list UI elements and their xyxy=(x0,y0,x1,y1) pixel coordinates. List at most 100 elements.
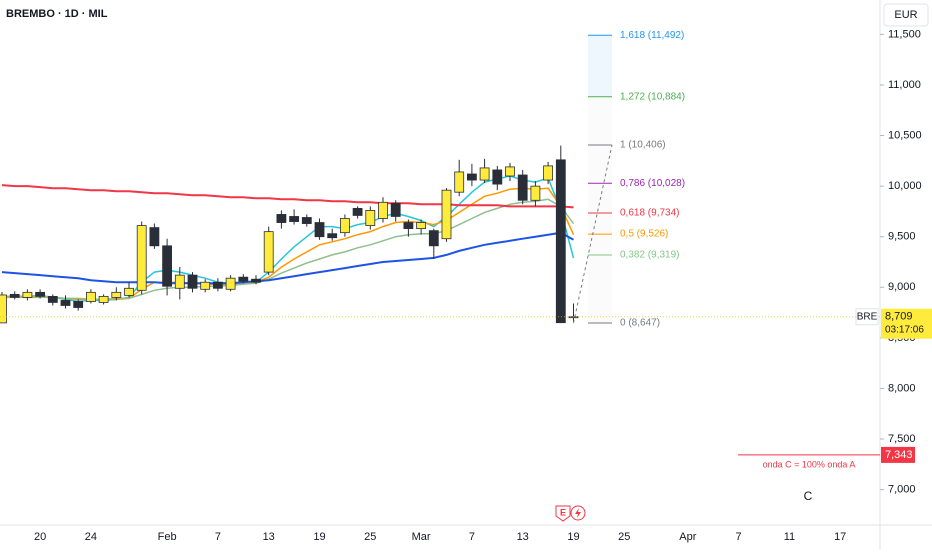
candle-body xyxy=(301,217,312,224)
x-tick-label: Feb xyxy=(158,531,177,543)
symbol-tag: BRE xyxy=(857,311,878,322)
y-tick-label: 8,000 xyxy=(888,382,916,394)
lightning-icon xyxy=(575,508,581,518)
candle-body xyxy=(505,166,515,177)
candle-body xyxy=(479,167,490,181)
y-tick-label: 9,500 xyxy=(888,231,916,243)
earnings-marker[interactable]: E xyxy=(560,507,566,517)
target-tag xyxy=(881,446,915,463)
candle-body xyxy=(339,218,350,234)
candle-body xyxy=(378,201,388,219)
candle-body xyxy=(124,287,134,296)
x-tick-label: 7 xyxy=(215,531,221,543)
candle-body xyxy=(60,300,71,306)
candle-body xyxy=(403,222,414,230)
candle-body xyxy=(530,185,541,201)
fib-zone xyxy=(588,97,612,323)
candle-body xyxy=(454,171,465,193)
x-tick-label: 13 xyxy=(263,531,275,543)
candle-body xyxy=(517,174,528,201)
currency[interactable]: EUR xyxy=(894,9,917,21)
y-tick-label: 11,000 xyxy=(888,79,921,91)
candle-body xyxy=(251,278,261,283)
candle-body xyxy=(111,291,122,298)
fib-label: 0,618 (9,734) xyxy=(620,208,680,219)
fib-label: 1,618 (11,492) xyxy=(620,30,684,41)
candle-body xyxy=(9,293,20,298)
candle-body xyxy=(0,294,7,324)
candle-body xyxy=(492,169,503,185)
candle-body xyxy=(263,231,274,273)
y-tick-label: 10,500 xyxy=(888,129,922,141)
x-tick-label: 11 xyxy=(784,531,795,543)
moving-average xyxy=(2,198,575,301)
event-markers: E xyxy=(555,505,586,522)
candle-body xyxy=(212,281,223,289)
wave-label: C xyxy=(804,489,813,503)
candle-body xyxy=(98,295,109,303)
candle-body xyxy=(22,291,33,298)
fib-label: 0,5 (9,526) xyxy=(620,229,668,240)
earnings-icon[interactable] xyxy=(555,505,571,522)
candle-body xyxy=(428,230,439,247)
candle-body xyxy=(136,225,147,291)
moving-average xyxy=(1,231,574,285)
x-tick-label: 7 xyxy=(736,531,742,543)
x-tick-label: 20 xyxy=(34,531,46,543)
candle-body xyxy=(200,281,211,290)
x-tick-label: 25 xyxy=(618,531,630,543)
candle-body xyxy=(225,277,236,290)
countdown: 03:17:06 xyxy=(885,324,924,335)
x-tick-label: 19 xyxy=(567,531,579,543)
x-tick-label: 17 xyxy=(834,531,846,543)
candle-body xyxy=(352,207,363,216)
candle-body xyxy=(162,245,173,287)
candle-body xyxy=(327,233,338,239)
candle-body xyxy=(466,173,477,181)
candle-body xyxy=(73,301,84,308)
candle-body xyxy=(314,222,325,238)
target-label: 7,343 xyxy=(885,449,913,461)
moving-average xyxy=(1,184,574,209)
y-tick-label: 10,000 xyxy=(888,180,922,192)
fib-label: 1,272 (10,884) xyxy=(620,91,685,102)
candle-body xyxy=(86,291,96,302)
fib-label: 0 (8,647) xyxy=(620,318,660,329)
fib-label: 0,786 (10,028) xyxy=(620,178,685,189)
y-tick-label: 7,000 xyxy=(888,484,916,496)
candle-body xyxy=(289,216,300,222)
x-tick-label: 13 xyxy=(517,531,529,543)
y-tick-label: 7,500 xyxy=(888,433,916,445)
candle-body xyxy=(555,159,566,324)
x-tick-label: Apr xyxy=(679,531,696,543)
last-price-label: 8,709 xyxy=(885,311,913,323)
x-tick-label: 24 xyxy=(85,531,97,543)
candle-body xyxy=(187,274,198,289)
candle-body xyxy=(543,165,553,181)
candle-body xyxy=(47,295,58,303)
symbol-tag-box xyxy=(855,308,879,326)
candle-body xyxy=(238,276,249,282)
fib-label: 1 (10,406) xyxy=(620,140,666,151)
target-note: onda C = 100% onda A xyxy=(763,459,856,469)
candle-body xyxy=(416,222,427,230)
candles xyxy=(0,145,579,324)
candle-body xyxy=(174,274,185,289)
moving-average xyxy=(1,175,575,303)
fib-zone xyxy=(588,35,612,97)
chart-title: BREMBO · 1D · MIL xyxy=(6,8,108,20)
y-tick-label: 11,500 xyxy=(888,28,921,40)
currency-box[interactable] xyxy=(883,3,929,27)
candle-body xyxy=(149,227,160,247)
x-tick-label: 25 xyxy=(364,531,376,543)
x-tick-label: 19 xyxy=(313,531,325,543)
candle-body xyxy=(276,214,287,223)
candle-body xyxy=(35,291,45,297)
fib-trend-line xyxy=(573,144,613,324)
candle-body xyxy=(390,202,401,217)
x-tick-label: 7 xyxy=(469,531,475,543)
x-tick-label: Mar xyxy=(412,531,431,543)
candle-body xyxy=(365,210,376,226)
